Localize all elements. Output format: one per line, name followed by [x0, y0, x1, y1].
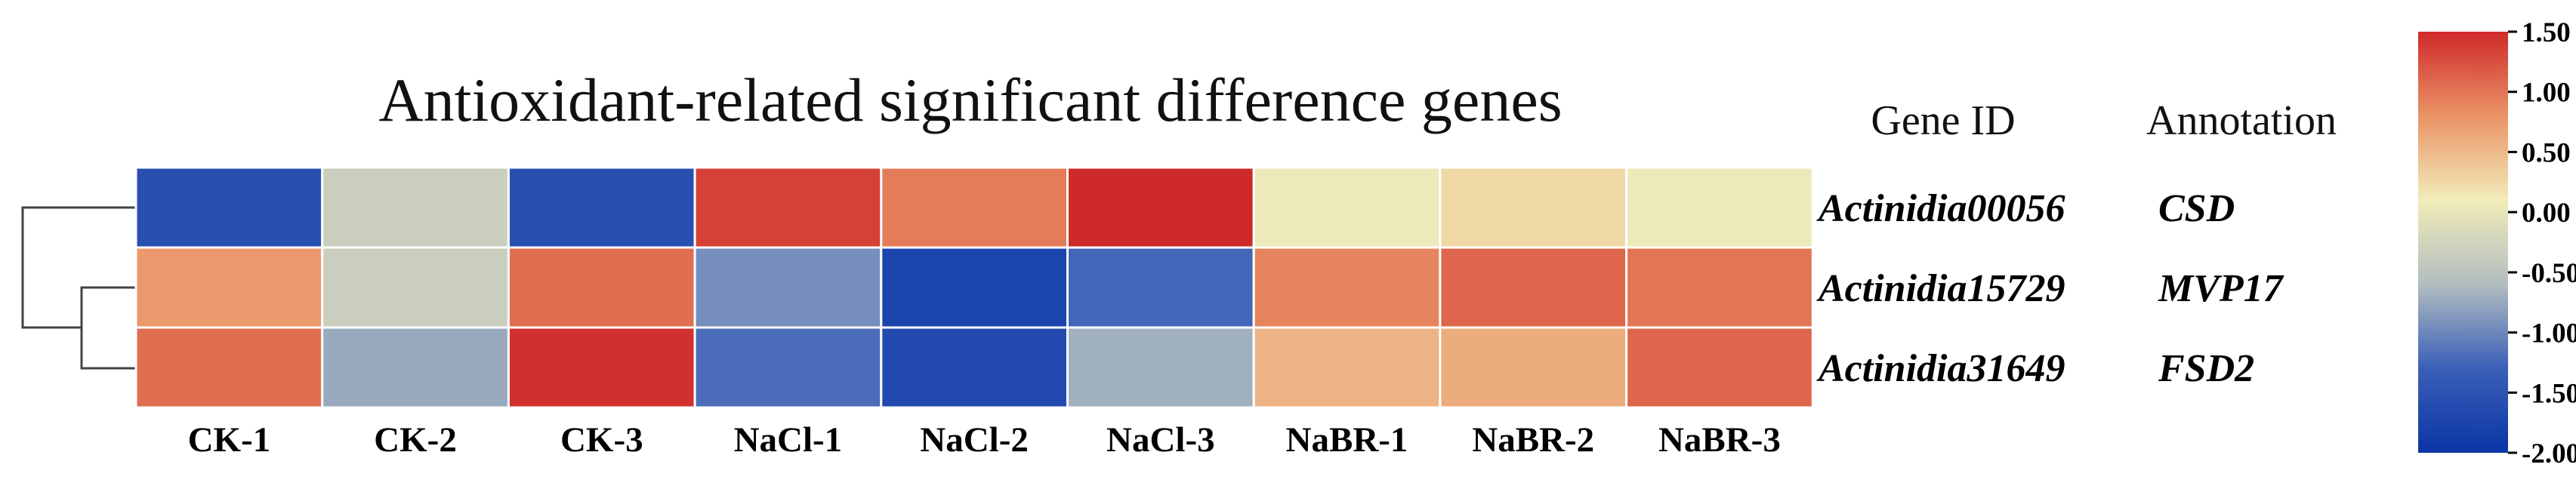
- heatmap-cell-actinidia15729-ck-1: [134, 246, 324, 329]
- gene-id-label: Actinidia00056: [1816, 187, 2065, 230]
- heatmap-cell-actinidia15729-nabr-2: [1439, 246, 1628, 329]
- annotation-labels: CSD MVP17 FSD2: [2158, 187, 2284, 390]
- column-label-nabr-3: NaBR-3: [1658, 420, 1781, 460]
- gene-id-label: Actinidia15729: [1816, 267, 2065, 310]
- column-label-nabr-2: NaBR-2: [1472, 420, 1594, 460]
- heatmap-cell-actinidia31649-nacl-2: [880, 326, 1069, 409]
- gene-id-label: Actinidia31649: [1816, 347, 2065, 390]
- column-label-nacl-3: NaCl-3: [1106, 420, 1215, 460]
- colorbar: [2418, 32, 2508, 453]
- colorbar-tick-label: -1.50: [2522, 378, 2576, 409]
- heatmap-cell-actinidia31649-ck-3: [507, 326, 696, 409]
- heatmap-cell-actinidia00056-nabr-3: [1625, 166, 1814, 249]
- chart-title: Antioxidant-related significant differen…: [378, 66, 1562, 134]
- heatmap-cell-actinidia00056-ck-2: [321, 166, 510, 249]
- heatmap-cell-actinidia31649-nacl-3: [1066, 326, 1255, 409]
- dendrogram-inner-link: [80, 286, 136, 370]
- colorbar-tick-label: -1.00: [2522, 318, 2576, 349]
- column-label-nacl-2: NaCl-2: [920, 420, 1029, 460]
- heatmap-cell-actinidia31649-nabr-3: [1625, 326, 1814, 409]
- heatmap-cell-actinidia15729-nacl-3: [1066, 246, 1255, 329]
- gene-id-header: Gene ID: [1871, 97, 2015, 144]
- heatmap-cell-actinidia15729-nacl-1: [693, 246, 883, 329]
- heatmap-cell-actinidia31649-nacl-1: [693, 326, 883, 409]
- heatmap-cell-actinidia15729-nabr-1: [1252, 246, 1442, 329]
- colorbar-tick-label: 1.50: [2522, 17, 2571, 48]
- heatmap-cell-actinidia00056-nacl-3: [1066, 166, 1255, 249]
- column-label-ck-1: CK-1: [188, 420, 271, 460]
- heatmap-cell-actinidia15729-nacl-2: [880, 246, 1069, 329]
- colorbar-tick-label: 0.50: [2522, 137, 2571, 168]
- heatmap-cell-actinidia31649-nabr-2: [1439, 326, 1628, 409]
- annotation-label: CSD: [2158, 187, 2235, 230]
- heatmap-cell-actinidia15729-nabr-3: [1625, 246, 1814, 329]
- heatmap-cell-actinidia00056-nabr-1: [1252, 166, 1442, 249]
- annotation-label: MVP17: [2158, 267, 2284, 310]
- heatmap-cell-actinidia31649-ck-2: [321, 326, 510, 409]
- heatmap-cell-actinidia00056-nabr-2: [1439, 166, 1628, 249]
- heatmap-cell-actinidia00056-nacl-1: [693, 166, 883, 249]
- column-label-nacl-1: NaCl-1: [734, 420, 843, 460]
- heatmap-cell-actinidia15729-ck-3: [507, 246, 696, 329]
- annotation-label: FSD2: [2158, 347, 2254, 390]
- column-label-nabr-1: NaBR-1: [1286, 420, 1408, 460]
- heatmap-cell-actinidia00056-ck-1: [134, 166, 324, 249]
- colorbar-tick-label: 0.00: [2522, 198, 2571, 229]
- colorbar-ticks: 1.50 1.00 0.50 0.00 -0.50 -1.00 -1.50 -2.00: [2508, 17, 2576, 469]
- dendrogram-outer-link: [21, 206, 136, 329]
- colorbar-tick-label: 1.00: [2522, 78, 2571, 109]
- column-labels: CK-1 CK-2 CK-3 NaCl-1 NaCl-2 NaCl-3 NaBR-1 NaBR…: [188, 420, 1781, 460]
- column-label-ck-3: CK-3: [560, 420, 643, 460]
- column-label-ck-2: CK-2: [374, 420, 457, 460]
- heatmap-cells: [134, 166, 1814, 409]
- gene-id-labels: Actinidia00056 Actinidia15729 Actinidia316…: [1816, 187, 2065, 390]
- heatmap-cell-actinidia15729-ck-2: [321, 246, 510, 329]
- colorbar-tick-label: -0.50: [2522, 258, 2576, 289]
- heatmap-cell-actinidia31649-ck-1: [134, 326, 324, 409]
- annotation-header: Annotation: [2146, 97, 2337, 144]
- heatmap-cell-actinidia31649-nabr-1: [1252, 326, 1442, 409]
- heatmap-cell-actinidia00056-ck-3: [507, 166, 696, 249]
- colorbar-tick-label: -2.00: [2522, 438, 2576, 469]
- row-dendrogram: [21, 206, 136, 370]
- heatmap-cell-actinidia00056-nacl-2: [880, 166, 1069, 249]
